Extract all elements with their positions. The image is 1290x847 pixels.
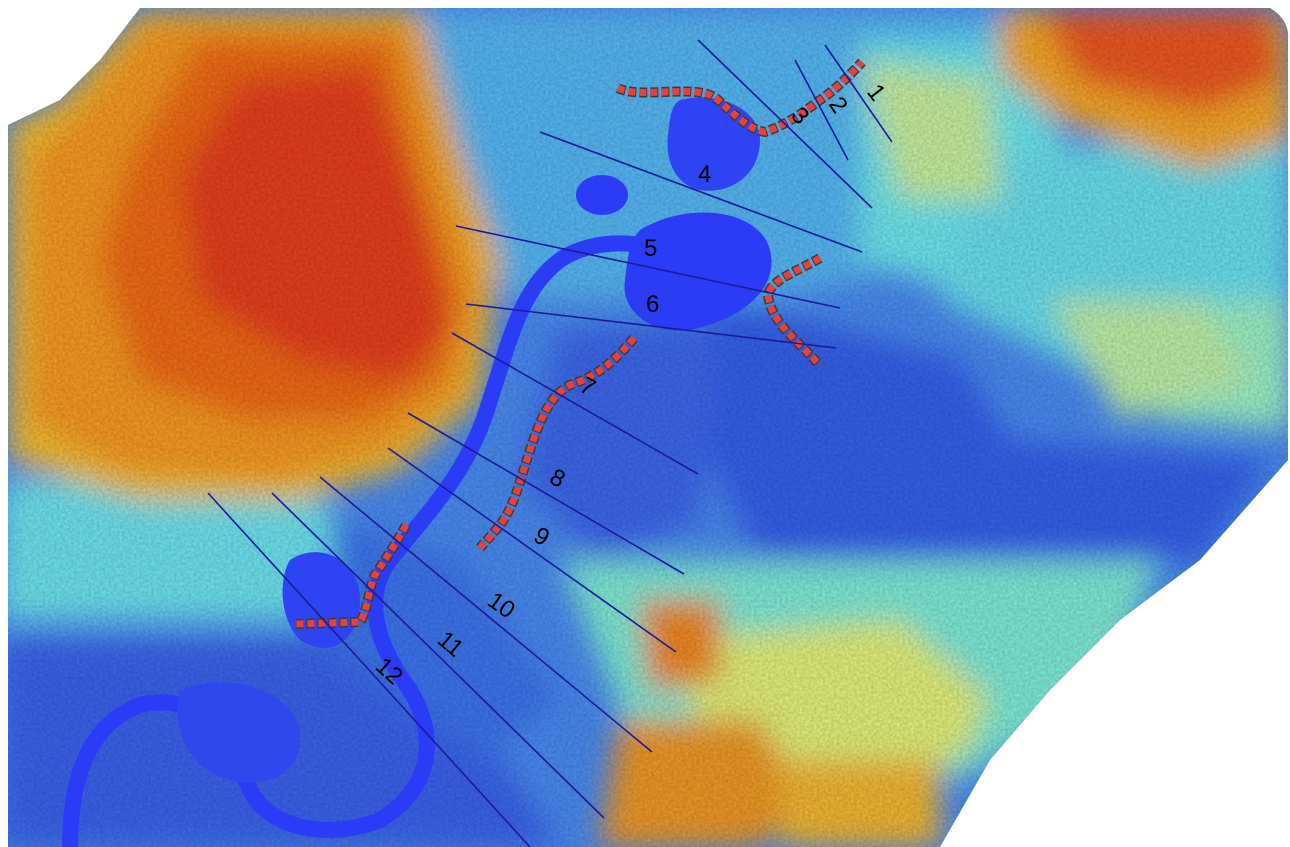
transect-label-5: 5: [644, 235, 657, 262]
transect-line-12[interactable]: [207, 492, 531, 847]
transect-line-11[interactable]: [271, 492, 605, 819]
transect-label-6: 6: [646, 291, 659, 318]
transect-line-10[interactable]: [319, 476, 653, 753]
reservoir-top: [667, 97, 760, 191]
cross-section-lines: [207, 39, 893, 847]
transect-line-9[interactable]: [387, 447, 677, 653]
transect-line-3[interactable]: [697, 39, 873, 209]
transect-line-1[interactable]: [824, 44, 893, 143]
pond-west: [576, 175, 628, 215]
transect-line-2[interactable]: [794, 59, 849, 161]
transect-line-6[interactable]: [465, 303, 837, 349]
transect-line-7[interactable]: [451, 332, 699, 475]
transect-label-4: 4: [698, 161, 711, 188]
levee-central: [476, 334, 638, 552]
transect-line-8[interactable]: [407, 412, 685, 575]
transect-line-5[interactable]: [455, 225, 841, 309]
main-river: [62, 235, 668, 847]
lake-south: [177, 682, 301, 783]
levee-east: [762, 253, 824, 369]
reservoir-north: [624, 212, 772, 331]
transect-line-4[interactable]: [539, 131, 863, 253]
river-channel: [62, 97, 772, 847]
levee-north: [615, 58, 866, 138]
